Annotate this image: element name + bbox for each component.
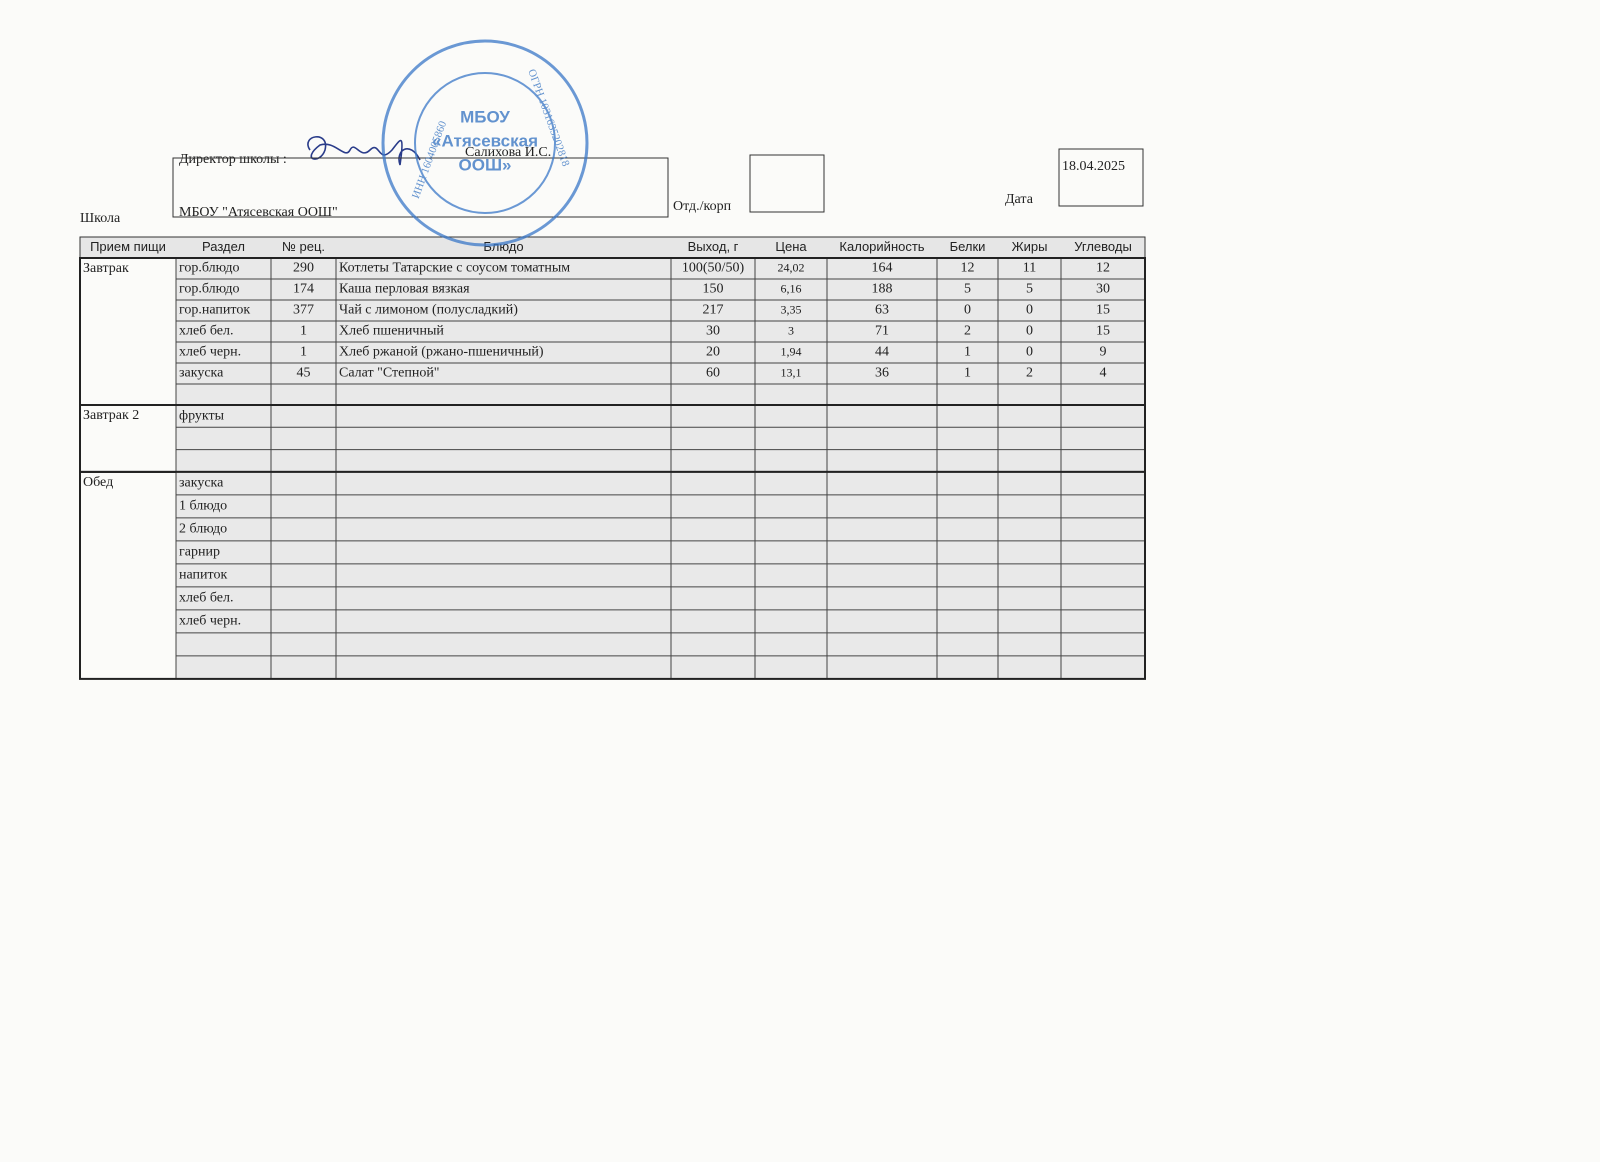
cell: 1,94: [781, 344, 802, 358]
column-header: Блюдо: [483, 239, 523, 254]
date-label: Дата: [1005, 192, 1034, 207]
cell: 45: [297, 366, 311, 381]
cell: 5: [1026, 282, 1033, 297]
cell: 2 блюдо: [179, 522, 227, 537]
date: 18.04.2025: [1062, 159, 1125, 174]
dept-box: [749, 154, 825, 213]
cell: хлеб черн.: [179, 614, 241, 629]
cell: 3: [788, 323, 794, 337]
column-header: Прием пищи: [90, 239, 166, 254]
cell: 36: [875, 366, 889, 381]
cell: 1: [964, 366, 971, 381]
cell: гарнир: [179, 545, 220, 560]
cell: гор.напиток: [179, 303, 250, 318]
cell: гор.блюдо: [179, 261, 240, 276]
cell: Котлеты Татарские с соусом томатным: [339, 261, 570, 276]
cell: 63: [875, 303, 889, 318]
meal-name: Завтрак: [83, 261, 129, 276]
cell: 71: [875, 324, 889, 339]
cell: Хлеб ржаной (ржано-пшеничный): [339, 345, 544, 360]
section-cells: [176, 258, 1145, 405]
meal-name: Завтрак 2: [83, 408, 139, 423]
column-header: Углеводы: [1074, 239, 1132, 254]
cell: 12: [961, 261, 975, 276]
cell: 24,02: [778, 260, 805, 274]
cell: 4: [1100, 366, 1107, 381]
cell: 164: [872, 261, 893, 276]
column-header: Жиры: [1012, 239, 1048, 254]
cell: 9: [1100, 345, 1107, 360]
cell: 44: [875, 345, 889, 360]
cell: 377: [293, 303, 314, 318]
stamp-ring: [414, 72, 556, 214]
cell: закуска: [179, 476, 224, 491]
column-header: Цена: [775, 239, 807, 254]
section-border: [79, 470, 1146, 680]
cell: Салат "Степной": [339, 366, 440, 381]
column-header: Раздел: [202, 239, 245, 254]
director-label: Директор школы :: [179, 152, 287, 167]
cell: 217: [703, 303, 724, 318]
cell: 12: [1096, 261, 1110, 276]
cell: фрукты: [179, 408, 225, 423]
stamp-ring: [381, 39, 589, 247]
stamp-text: МБОУ: [460, 107, 510, 126]
cell: 2: [964, 324, 971, 339]
column-header: Выход, г: [688, 239, 739, 254]
menu-table: Прием пищи Раздел № рец. Блюдо Выход, г Цена К…: [79, 236, 1146, 680]
cell: закуска: [179, 366, 224, 381]
cell: 2: [1026, 366, 1033, 381]
cell: Хлеб пшеничный: [339, 324, 444, 339]
cell: 0: [1026, 303, 1033, 318]
cell: хлеб бел.: [179, 324, 233, 339]
cell: 6,16: [781, 281, 802, 295]
cell: гор.блюдо: [179, 282, 240, 297]
cell: 13,1: [781, 365, 802, 379]
stamp-text: «Атясевская: [432, 131, 538, 150]
cell: 150: [703, 282, 724, 297]
cell: 0: [964, 303, 971, 318]
cell: 15: [1096, 324, 1110, 339]
cell: 1: [300, 345, 307, 360]
cell: 60: [706, 366, 720, 381]
meal-name: Обед: [83, 475, 113, 490]
cell: 0: [1026, 324, 1033, 339]
dept-label: Отд./корп: [673, 199, 732, 214]
cell: хлеб бел.: [179, 591, 233, 606]
cell: 30: [706, 324, 720, 339]
cell: напиток: [179, 568, 227, 583]
column-header: № рец.: [282, 239, 325, 254]
column-header: Калорийность: [839, 239, 924, 254]
cell: 30: [1096, 282, 1110, 297]
cell: 1: [964, 345, 971, 360]
section-cells: [176, 471, 1145, 679]
cell: 174: [293, 282, 314, 297]
signature: [307, 136, 421, 166]
cell: 15: [1096, 303, 1110, 318]
school-box: [172, 157, 669, 218]
school-name: МБОУ "Атясевская ООШ": [179, 205, 338, 220]
column-header: Белки: [950, 239, 986, 254]
stamp-text: ООШ»: [459, 155, 512, 174]
cell: 100(50/50): [682, 261, 745, 276]
cell: 188: [872, 282, 893, 297]
cell: хлеб черн.: [179, 345, 241, 360]
cell: 1 блюдо: [179, 499, 227, 514]
cell: 5: [964, 282, 971, 297]
cell: 3,35: [781, 302, 802, 316]
section-cells: [176, 405, 1145, 472]
school-label: Школа: [80, 211, 121, 226]
cell: 290: [293, 261, 314, 276]
cell: 11: [1023, 261, 1036, 276]
cell: 20: [706, 345, 720, 360]
director-name: Салихова И.С.: [465, 145, 551, 160]
cell: 1: [300, 324, 307, 339]
cell: Чай с лимоном (полусладкий): [339, 303, 518, 318]
cell: 0: [1026, 345, 1033, 360]
cell: Каша перловая вязкая: [339, 282, 470, 297]
date-box: [1058, 148, 1144, 207]
